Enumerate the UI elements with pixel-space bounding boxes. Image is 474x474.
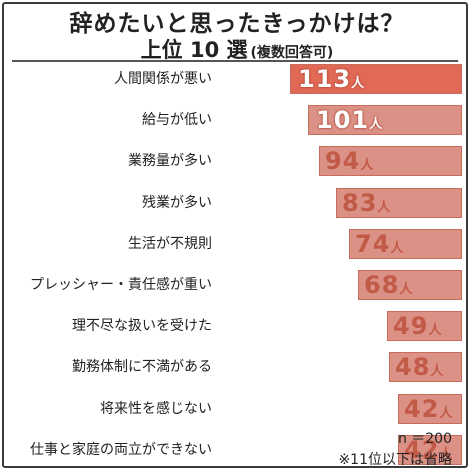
bar-row: プレッシャー・責任感が重い 68人 [0, 270, 474, 300]
value-number: 42 [404, 395, 440, 423]
title-divider [12, 60, 458, 62]
category-label: プレッシャー・責任感が重い [30, 277, 212, 293]
bar-row: 残業が多い 83人 [0, 188, 474, 218]
bar [387, 311, 462, 341]
value-unit: 人 [351, 76, 365, 91]
category-label: 人間関係が悪い [114, 71, 212, 87]
value-label: 74人 [355, 229, 403, 259]
category-label: 給与が低い [142, 112, 212, 128]
value-label: 101人 [316, 105, 382, 135]
bar-row: 業務量が多い 94人 [0, 146, 474, 176]
value-number: 74 [355, 230, 391, 258]
bar-row: 人間関係が悪い 113人 [0, 64, 474, 94]
subtitle-note: (複数回答可) [250, 45, 334, 61]
chart-frame [2, 2, 468, 468]
value-unit: 人 [430, 364, 444, 379]
value-label: 42人 [404, 435, 452, 465]
bar-row: 将来性を感じない 42人 [0, 394, 474, 424]
omission-note: ※11位以下は省略 [338, 452, 452, 468]
bar [308, 105, 462, 135]
value-label: 48人 [395, 352, 443, 382]
bar [290, 64, 462, 94]
bar [398, 394, 462, 424]
value-unit: 人 [439, 406, 453, 421]
value-unit: 人 [360, 158, 374, 173]
bar [336, 188, 462, 218]
bar-row: 生活が不規則 74人 [0, 229, 474, 259]
value-unit: 人 [428, 323, 442, 338]
value-number: 83 [342, 189, 378, 217]
value-number: 48 [395, 353, 431, 381]
category-label: 業務量が多い [128, 153, 212, 169]
category-label: 理不尽な扱いを受けた [72, 318, 212, 334]
subtitle-main: 上位 10 選 [140, 38, 248, 62]
value-label: 83人 [342, 188, 390, 218]
value-unit: 人 [390, 241, 404, 256]
value-number: 42 [404, 436, 440, 464]
category-label: 残業が多い [142, 195, 212, 211]
chart-title: 辞めたいと思ったきっかけは？ [69, 11, 405, 37]
value-label: 42人 [404, 394, 452, 424]
chart-subtitle: 上位 10 選 (複数回答可) [0, 34, 474, 64]
value-number: 68 [364, 271, 400, 299]
value-unit: 人 [369, 117, 383, 132]
bar [319, 146, 462, 176]
bar-row: 理不尽な扱いを受けた 49人 [0, 311, 474, 341]
bar [398, 435, 462, 465]
value-number: 49 [393, 312, 429, 340]
bar [349, 229, 462, 259]
value-label: 49人 [393, 311, 441, 341]
value-label: 68人 [364, 270, 412, 300]
category-label: 生活が不規則 [128, 236, 212, 252]
value-unit: 人 [439, 447, 453, 462]
bar-row: 給与が低い 101人 [0, 105, 474, 135]
value-number: 94 [325, 147, 361, 175]
value-number: 113 [298, 65, 352, 93]
bar [358, 270, 462, 300]
bar-row: 勤務体制に不満がある 48人 [0, 352, 474, 382]
value-unit: 人 [399, 282, 413, 297]
category-label: 仕事と家庭の両立ができない [30, 442, 212, 458]
value-label: 94人 [325, 146, 373, 176]
category-label: 将来性を感じない [100, 401, 212, 417]
value-number: 101 [316, 106, 370, 134]
value-unit: 人 [377, 200, 391, 215]
category-label: 勤務体制に不満がある [72, 359, 212, 375]
bar [389, 352, 462, 382]
bar-row: 仕事と家庭の両立ができない 42人 [0, 435, 474, 465]
value-label: 113人 [298, 64, 364, 94]
sample-size-note: n ＝200 [397, 431, 452, 447]
